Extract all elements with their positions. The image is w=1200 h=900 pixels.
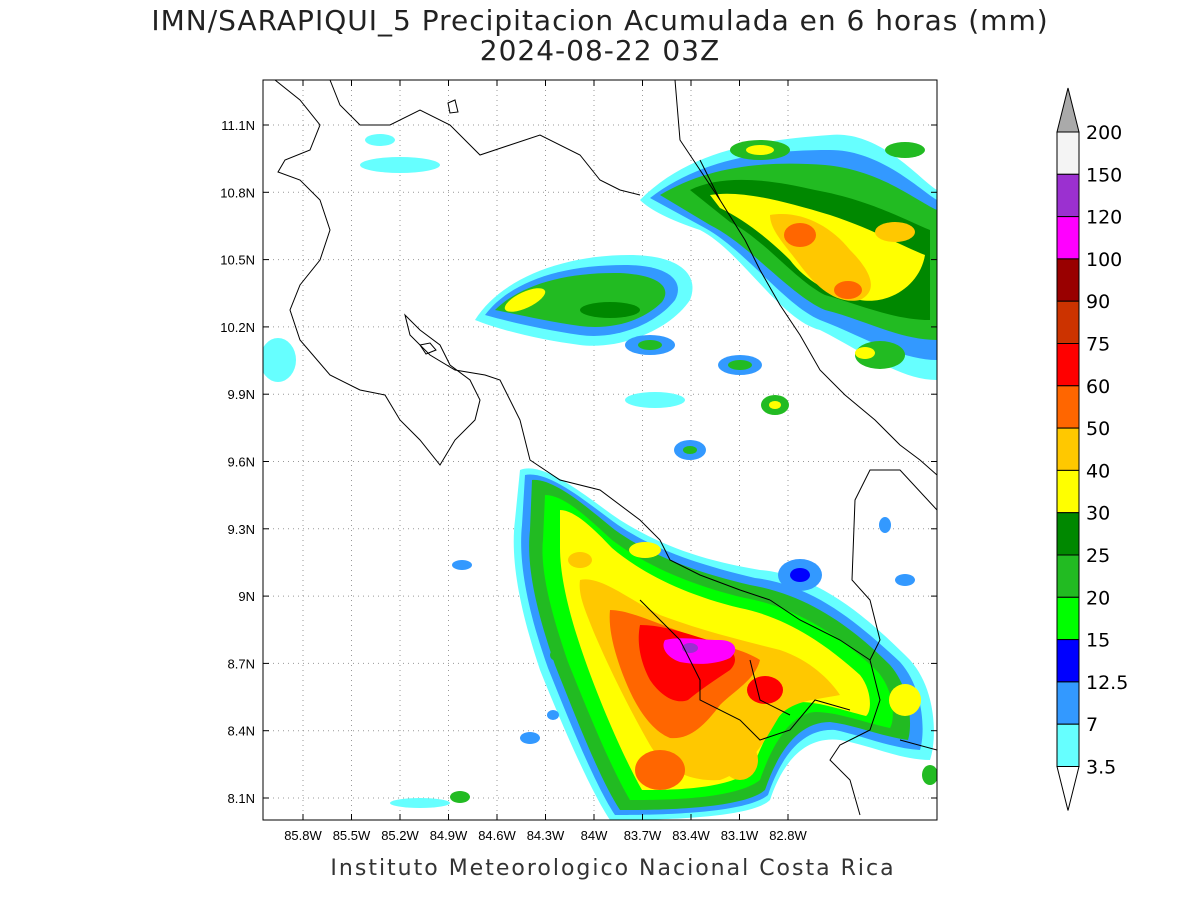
lat-tick-label: 10.8N: [220, 185, 255, 200]
colorbar-label: 30: [1086, 503, 1110, 525]
credit-footer: Instituto Meteorologico Nacional Costa R…: [330, 856, 896, 881]
rain-band-north: [263, 134, 789, 460]
lon-tick-label: 83.4W: [672, 828, 710, 843]
colorbar-label: 3.5: [1086, 757, 1116, 779]
lat-tick-label: 9.3N: [228, 522, 255, 537]
colorbar-swatch: [1056, 512, 1080, 556]
lon-tick-label: 83.1W: [721, 828, 759, 843]
lon-tick-label: 83.7W: [624, 828, 662, 843]
lat-tick-label: 11.1N: [221, 118, 255, 133]
lat-tick-label: 9.9N: [228, 387, 255, 402]
colorbar-label: 40: [1086, 460, 1110, 482]
colorbar-label: 120: [1086, 207, 1122, 229]
precipitation-field: [263, 80, 937, 820]
colorbar-label: 200: [1086, 122, 1122, 144]
colorbar-swatch: [1056, 131, 1080, 175]
longitude-axis: 85.8W 85.5W 85.2W 84.9W 84.6W 84.3W 84W 83.7W 83…: [284, 80, 808, 843]
lat-tick-label: 10.5N: [220, 253, 255, 268]
colorbar-swatch: [1056, 639, 1080, 683]
colorbar-top-arrow: [1056, 87, 1080, 133]
colorbar-swatch: [1056, 596, 1080, 641]
colorbar-label: 7: [1086, 714, 1098, 736]
lon-tick-label: 84W: [581, 828, 608, 843]
lat-tick-label: 9.6N: [228, 455, 255, 470]
colorbar-swatch: [1056, 554, 1080, 598]
colorbar-swatch: [1056, 173, 1080, 218]
colorbar-swatch: [1056, 723, 1080, 768]
colorbar-label: 75: [1086, 334, 1110, 356]
colorbar-label: 20: [1086, 587, 1110, 609]
colorbar-label: 25: [1086, 545, 1110, 567]
colorbar-label: 150: [1086, 164, 1122, 186]
colorbar-swatch: [1056, 427, 1080, 471]
coastlines: [274, 80, 937, 816]
colorbar-swatch: [1056, 385, 1080, 429]
colorbar-swatch: [1056, 300, 1080, 345]
lon-tick-label: 84.6W: [478, 828, 516, 843]
colorbar-swatch: [1056, 343, 1080, 387]
lat-tick-label: 8.1N: [228, 791, 255, 806]
lon-tick-label: 85.8W: [284, 828, 322, 843]
map-date: 2024-08-22 03Z: [479, 34, 721, 67]
lon-tick-label: 85.5W: [333, 828, 371, 843]
lon-tick-label: 84.9W: [430, 828, 468, 843]
colorbar-label: 50: [1086, 418, 1110, 440]
lat-tick-label: 9N: [238, 589, 255, 604]
lat-tick-label: 8.7N: [228, 656, 255, 671]
colorbar-label: 60: [1086, 376, 1110, 398]
colorbar-bottom-arrow: [1056, 766, 1080, 811]
rain-band-south-pacific: [390, 468, 937, 820]
colorbar-label: 100: [1086, 249, 1122, 271]
lat-tick-label: 8.4N: [228, 724, 255, 739]
colorbar-swatch: [1056, 258, 1080, 302]
colorbar-label: 90: [1086, 291, 1110, 313]
lon-tick-label: 84.3W: [527, 828, 565, 843]
colorbar-swatch: [1056, 681, 1080, 725]
latitude-axis: 11.1N 10.8N 10.5N 10.2N 9.9N 9.6N 9.3N 9N 8.7N 8.…: [220, 118, 937, 806]
plot-frame: [262, 79, 938, 821]
colorbar-legend: 200 150 120 100 90 75 60 50 40 30 25 20 15 12.5 7 3.5: [1056, 87, 1128, 811]
colorbar-label: 15: [1086, 630, 1110, 652]
rain-band-caribbean: [640, 134, 937, 380]
lat-tick-label: 10.2N: [220, 320, 255, 335]
lon-tick-label: 82.8W: [769, 828, 807, 843]
lon-tick-label: 85.2W: [381, 828, 419, 843]
colorbar-label: 12.5: [1086, 672, 1128, 694]
map-title: IMN/SARAPIQUI_5 Precipitacion Acumulada …: [151, 4, 1049, 37]
colorbar-swatch: [1056, 469, 1080, 514]
colorbar-swatch: [1056, 216, 1080, 260]
